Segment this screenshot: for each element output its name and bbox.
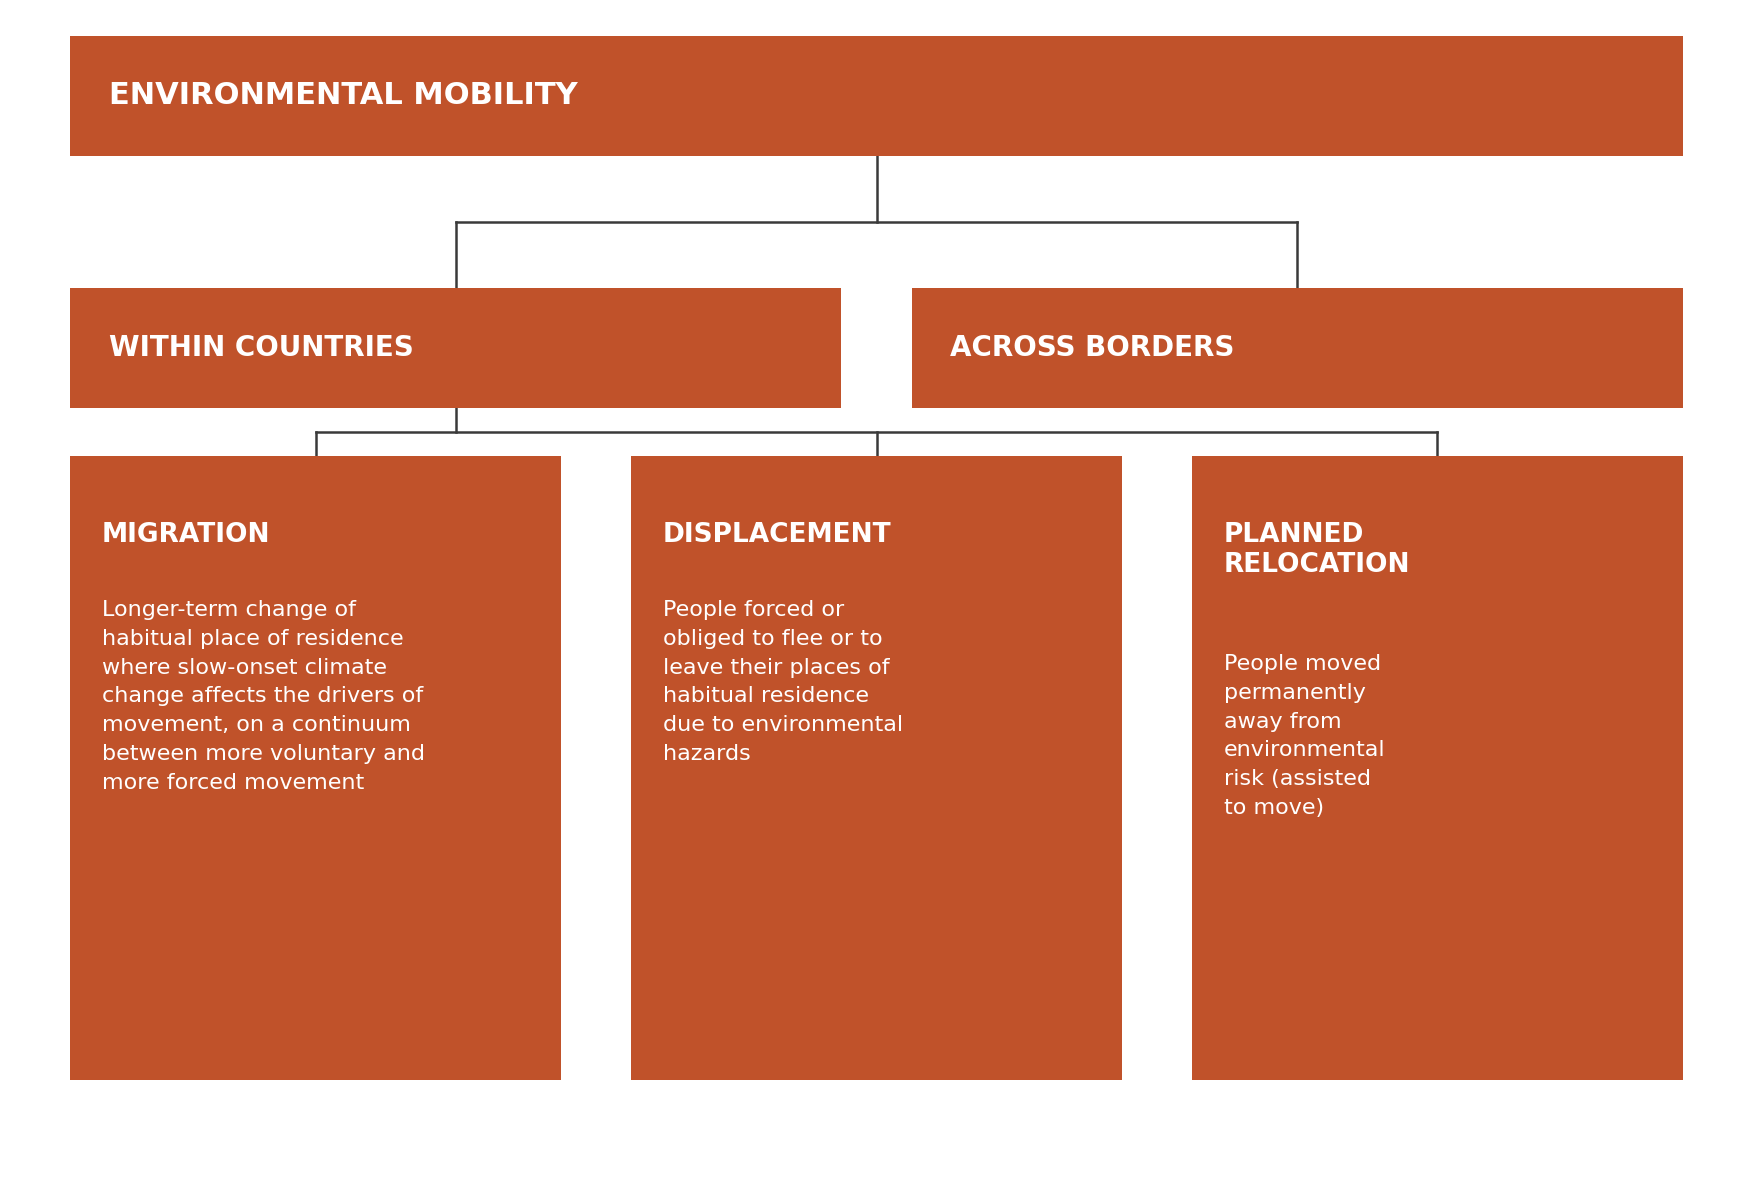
FancyBboxPatch shape [70,456,561,1080]
Text: PLANNED
RELOCATION: PLANNED RELOCATION [1224,522,1409,578]
Text: MIGRATION: MIGRATION [102,522,270,548]
FancyBboxPatch shape [70,288,841,408]
FancyBboxPatch shape [1192,456,1683,1080]
Text: DISPLACEMENT: DISPLACEMENT [663,522,891,548]
Text: WITHIN COUNTRIES: WITHIN COUNTRIES [109,334,414,362]
Text: ACROSS BORDERS: ACROSS BORDERS [950,334,1234,362]
Text: People moved
permanently
away from
environmental
risk (assisted
to move): People moved permanently away from envir… [1224,654,1385,818]
FancyBboxPatch shape [70,36,1683,156]
Text: People forced or
obliged to flee or to
leave their places of
habitual residence
: People forced or obliged to flee or to l… [663,600,903,764]
FancyBboxPatch shape [631,456,1122,1080]
Text: Longer-term change of
habitual place of residence
where slow-onset climate
chang: Longer-term change of habitual place of … [102,600,424,793]
Text: ENVIRONMENTAL MOBILITY: ENVIRONMENTAL MOBILITY [109,82,577,110]
FancyBboxPatch shape [912,288,1683,408]
